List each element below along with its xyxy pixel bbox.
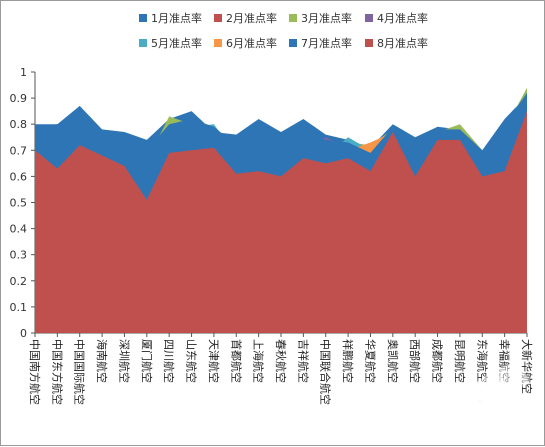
category-label: 祥鹏航空 xyxy=(341,339,355,383)
y-tick-label: 0.6 xyxy=(10,170,28,183)
legend-label: 8月准点率 xyxy=(377,36,428,50)
legend-swatch xyxy=(289,14,297,22)
category-labels: 中国南方航空 中国东方航空 中国国际航空 海南航空 深圳航空 厦门航空 四川航空 山东航空 天津… xyxy=(28,333,534,405)
legend-swatch xyxy=(139,14,147,22)
legend-swatch xyxy=(139,39,147,47)
plot-area xyxy=(35,87,527,334)
legend-label: 6月准点率 xyxy=(226,36,277,50)
legend-swatch xyxy=(365,14,373,22)
y-tick-label: 0 xyxy=(20,327,27,340)
category-label: 西部航空 xyxy=(408,339,422,383)
legend: 1月准点率 2月准点率 3月准点率 4月准点率 5月准点率 6月准点率 7月准点率 8月准点率 xyxy=(139,11,428,50)
category-label: 吉祥航空 xyxy=(296,339,310,383)
category-label: 首都航空 xyxy=(229,339,243,383)
category-label: 深圳航空 xyxy=(117,339,131,383)
category-label: 天津航空 xyxy=(207,339,221,383)
legend-label: 3月准点率 xyxy=(301,11,352,25)
y-tick-label: 1 xyxy=(20,66,27,79)
series-area xyxy=(35,111,527,334)
y-tick-label: 0.2 xyxy=(10,275,28,288)
legend-swatch xyxy=(289,39,297,47)
legend-swatch xyxy=(214,14,222,22)
y-tick-label: 0.8 xyxy=(10,118,28,131)
category-label: 大新华航空 xyxy=(520,339,534,394)
category-label: 春秋航空 xyxy=(274,339,288,383)
category-label: 中国南方航空 xyxy=(28,339,42,405)
y-tick-label: 0.1 xyxy=(10,301,28,314)
category-label: 幸福航空 xyxy=(498,339,512,383)
legend-label: 7月准点率 xyxy=(301,36,352,50)
axes: 0 0.1 0.2 0.3 0.4 0.5 0.6 0.7 0.8 0.9 1 xyxy=(10,66,527,340)
category-label: 海南航空 xyxy=(95,339,109,383)
y-tick-label: 0.4 xyxy=(10,223,28,236)
category-label: 昆明航空 xyxy=(453,339,467,383)
y-tick-label: 0.5 xyxy=(10,197,28,210)
category-label: 厦门航空 xyxy=(140,339,154,383)
legend-label: 1月准点率 xyxy=(151,11,202,25)
category-label: 华夏航空 xyxy=(363,339,377,383)
legend-label: 2月准点率 xyxy=(226,11,277,25)
category-label: 中国国际航空 xyxy=(73,339,87,405)
category-label: 山东航空 xyxy=(185,339,199,383)
category-label: 成都航空 xyxy=(431,339,445,383)
category-label: 中国东方航空 xyxy=(50,339,64,405)
category-label: 中国联合航空 xyxy=(319,339,333,405)
legend-label: 5月准点率 xyxy=(151,36,202,50)
legend-swatch xyxy=(214,39,222,47)
y-tick-label: 0.7 xyxy=(10,144,28,157)
y-tick-label: 0.9 xyxy=(10,92,28,105)
legend-swatch xyxy=(365,39,373,47)
category-label: 上海航空 xyxy=(252,339,266,383)
y-tick-label: 0.3 xyxy=(10,249,28,262)
category-label: 奥凯航空 xyxy=(386,339,400,383)
category-label: 四川航空 xyxy=(162,339,176,383)
category-label: 东海航空 xyxy=(475,339,489,383)
legend-label: 4月准点率 xyxy=(377,11,428,25)
